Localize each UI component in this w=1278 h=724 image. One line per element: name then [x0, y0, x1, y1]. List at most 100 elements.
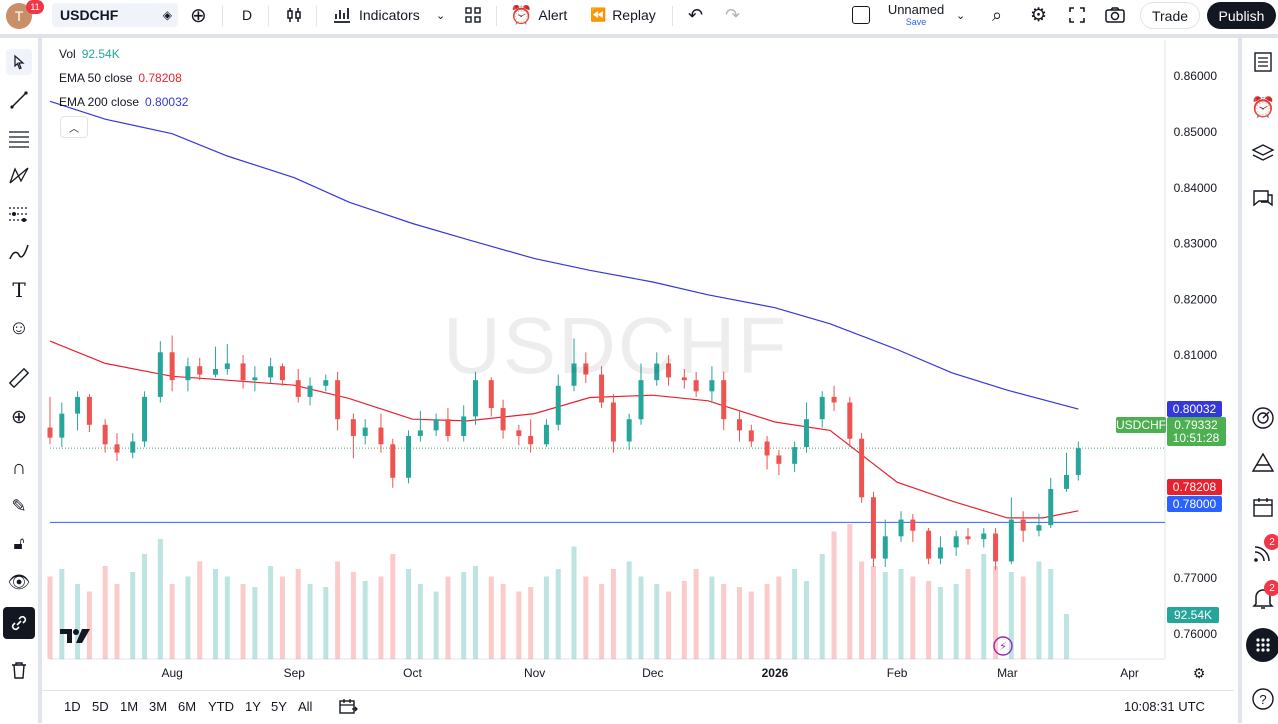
publish-button[interactable]: Publish [1207, 2, 1276, 29]
emoji-icon[interactable]: ☺ [8, 316, 30, 339]
range-ytd[interactable]: YTD [208, 699, 234, 714]
symbol-search[interactable]: USDCHF ◈ [52, 3, 178, 27]
forecast-icon[interactable] [6, 201, 32, 227]
pattern-icon[interactable] [6, 163, 32, 189]
volume-bar [792, 569, 798, 659]
volume-bar [1048, 569, 1054, 659]
magnet-icon[interactable]: ∩ [11, 456, 27, 479]
camera-icon[interactable] [1104, 0, 1126, 30]
symbol-watermark: USDCHF [443, 301, 789, 390]
brush-icon[interactable] [6, 239, 32, 265]
volume-bar [473, 566, 479, 659]
date-range-icon[interactable] [338, 697, 358, 718]
separator [268, 6, 269, 26]
range-1m[interactable]: 1M [120, 699, 139, 714]
x-tick-label: Sep [284, 666, 306, 680]
redo-icon[interactable]: ↷ [725, 4, 741, 25]
volume-legend[interactable]: Vol 92.54K [59, 47, 120, 61]
layout-name-button[interactable]: Unnamed Save [886, 0, 946, 30]
candle-type-icon[interactable] [285, 0, 303, 30]
trash-icon[interactable] [6, 657, 32, 683]
chevron-down-icon[interactable]: ⌄ [436, 9, 446, 22]
range-5y[interactable]: 5Y [271, 699, 287, 714]
lock-icon[interactable]: 🔓︎ [13, 534, 25, 553]
symbol-label: USDCHF [60, 7, 119, 23]
indicators-button[interactable]: Indicators [332, 0, 420, 30]
calendar-icon[interactable] [1250, 494, 1276, 520]
axis-settings-icon: ⚙ [1193, 666, 1206, 682]
volume-bar [212, 569, 218, 659]
candle-body [406, 435, 412, 478]
trendline-icon[interactable] [6, 87, 32, 113]
eye-icon[interactable]: 👁︎ [7, 571, 31, 592]
volume-bar [445, 576, 451, 659]
layout-checkbox-icon[interactable] [852, 0, 870, 30]
fib-icon[interactable] [6, 125, 32, 151]
triangle-icon[interactable] [1250, 449, 1276, 475]
drawing-toolbar: T ☺ ⊕ ∩ ✎ 🔓︎ 👁︎ [0, 38, 42, 723]
timeframe-button[interactable]: D [242, 0, 252, 30]
trade-button[interactable]: Trade [1140, 2, 1200, 29]
candle-body [926, 530, 932, 559]
alert-button[interactable]: ⏰ Alert [510, 0, 567, 30]
candle-body [1008, 519, 1014, 562]
volume-bar [764, 584, 770, 659]
pencil-lock-icon[interactable]: ✎ [11, 495, 27, 516]
x-tick-label: Dec [642, 666, 663, 680]
cursor-icon[interactable] [6, 49, 32, 75]
candle-body [114, 444, 120, 453]
volume-bar [654, 584, 660, 659]
range-6m[interactable]: 6M [178, 699, 197, 714]
candle-body [268, 366, 274, 378]
candle-body [323, 380, 329, 386]
volume-bar [390, 554, 396, 659]
text-icon[interactable]: T [12, 278, 26, 302]
candle-body [350, 419, 356, 436]
ruler-icon[interactable] [6, 365, 32, 391]
chevron-down-icon[interactable]: ⌄ [956, 9, 966, 22]
volume-bar [898, 569, 904, 659]
watchlist-icon[interactable] [1250, 49, 1276, 75]
bottom-toolbar: 1D 5D 1M 3M 6M YTD 1Y 5Y All 10:08:31 UT… [42, 690, 1234, 724]
zoom-icon[interactable]: ⊕ [11, 406, 27, 428]
ema50-legend[interactable]: EMA 50 close 0.78208 [59, 71, 182, 85]
layout-name: Unnamed [887, 2, 945, 17]
range-1y[interactable]: 1Y [245, 699, 261, 714]
undo-icon[interactable]: ↶ [688, 4, 704, 25]
candle-body [1048, 488, 1054, 526]
x-tick-label: Feb [887, 666, 908, 680]
alarm-icon[interactable]: ⏰ [1250, 96, 1276, 119]
candle-body [185, 366, 191, 381]
chevron-up-icon: ︿ [69, 123, 79, 135]
rewind-icon: ⏪ [590, 7, 607, 22]
help-icon[interactable]: ? [1250, 686, 1276, 712]
range-3m[interactable]: 3M [149, 699, 168, 714]
apps-icon[interactable] [1246, 628, 1278, 662]
range-5d[interactable]: 5D [92, 699, 109, 714]
settings-gear-icon[interactable]: ⚙ [1030, 4, 1048, 26]
layout-grid-icon[interactable] [464, 0, 482, 30]
broadcast-icon[interactable] [1250, 540, 1276, 566]
x-tick-label: Aug [161, 666, 182, 680]
volume-bar [417, 584, 423, 659]
add-symbol-icon[interactable]: ⊕ [190, 4, 207, 27]
candle-body [870, 497, 876, 559]
replay-button[interactable]: ⏪ Replay [590, 0, 656, 30]
candle-body [212, 369, 218, 375]
range-1d[interactable]: 1D [64, 699, 81, 714]
layers-icon[interactable] [1250, 140, 1276, 166]
candle-body [898, 519, 904, 537]
news-count-badge: 2 [1264, 534, 1278, 550]
volume-bar [406, 569, 412, 659]
range-all[interactable]: All [298, 699, 313, 714]
volume-bar [803, 581, 809, 659]
ema200-legend[interactable]: EMA 200 close 0.80032 [59, 95, 188, 109]
fullscreen-icon[interactable] [1068, 0, 1086, 30]
candle-body [626, 419, 632, 442]
chat-icon[interactable] [1250, 186, 1276, 212]
link-icon[interactable] [3, 607, 35, 639]
quick-search-icon[interactable]: ⌕ [992, 4, 1003, 25]
utc-clock[interactable]: 10:08:31 UTC [1124, 699, 1205, 714]
target-icon[interactable] [1250, 405, 1276, 431]
collapse-legend-button[interactable]: ︿ [60, 116, 88, 138]
